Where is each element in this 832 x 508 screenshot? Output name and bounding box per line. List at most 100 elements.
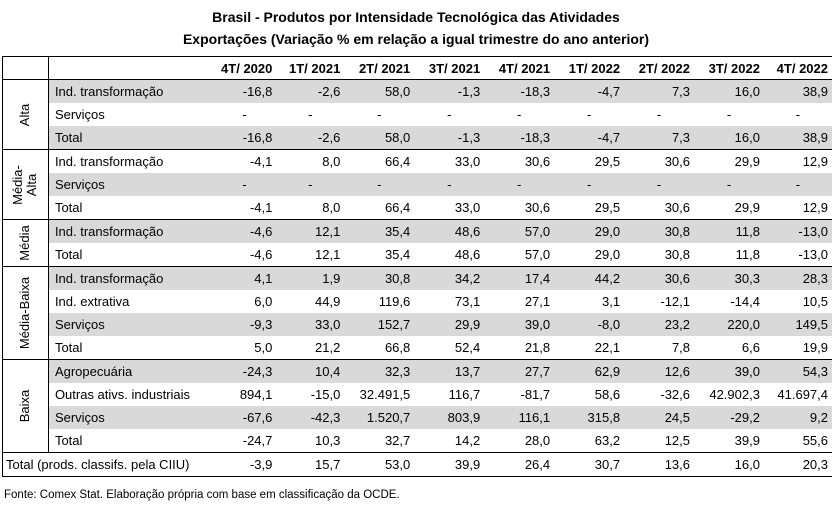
table-row: Baixa Agropecuária -24,3 10,4 32,3 13,7 27,7 62…	[2, 359, 832, 453]
value-cell: 30,8	[624, 219, 695, 243]
value-cell: 9,2	[763, 406, 832, 429]
table-body: Alta Ind. transformação -16,8 -2,6 58,0 -1,3-…	[2, 79, 832, 477]
table-row: Alta Ind. transformação -16,8 -2,6 58,0 -1,3-…	[2, 79, 832, 150]
value-cell: 6,0	[254, 294, 273, 309]
value-cell: 58,6	[594, 387, 621, 402]
value-cell: -16,8	[212, 126, 277, 150]
value-cell: -	[308, 107, 313, 122]
value-cell: 220,0	[694, 313, 764, 336]
value-cell: -4,7	[554, 79, 625, 103]
value-cell: -	[447, 107, 452, 122]
column-header: 2T/ 2021	[344, 56, 415, 80]
row-label: Agropecuária	[48, 359, 213, 383]
value-cell: -	[344, 173, 415, 196]
value-cell: 12,1	[276, 219, 345, 243]
value-cell: 66,4	[384, 154, 411, 169]
value-cell: -16,8	[212, 79, 277, 103]
group-label-cell: Baixa	[2, 359, 49, 453]
value-cell: -18,3	[484, 126, 555, 150]
value-cell: -13,0	[763, 243, 832, 267]
row-label: Total	[48, 336, 213, 360]
value-cell: -12,1	[660, 294, 691, 309]
value-cell: 41.697,4	[777, 387, 828, 402]
value-cell: 30,6	[484, 196, 555, 220]
value-cell: 30,6	[624, 196, 695, 220]
value-cell: -	[795, 107, 801, 122]
value-cell: 39,0	[484, 313, 555, 336]
value-cell: 7,3	[624, 126, 695, 150]
value-cell: -4,6	[212, 219, 277, 243]
source-note: Fonte: Comex Stat. Elaboração própria co…	[4, 489, 400, 501]
value-cell: 35,4	[344, 243, 415, 267]
table-row: Serviços -67,6 -42,3 1.520,7 803,9 116,1 315,8…	[3, 406, 832, 429]
value-cell: -67,6	[212, 406, 277, 429]
value-cell: 54,3	[763, 359, 832, 383]
value-cell: 29,9	[414, 313, 485, 336]
header-group-cell	[2, 56, 49, 80]
value-cell: 8,0	[322, 154, 341, 169]
value-cell: 116,1	[484, 406, 555, 429]
value-cell: -	[484, 173, 555, 196]
value-cell: 28,0	[484, 429, 555, 453]
value-cell: 119,6	[378, 294, 411, 309]
value-cell: 30,8	[344, 266, 415, 290]
value-cell: -	[763, 173, 832, 196]
value-cell: 12,9	[763, 196, 832, 220]
value-cell: -24,3	[212, 359, 277, 383]
value-cell: -42,3	[276, 406, 345, 429]
table-row: Total -16,8 -2,6 58,0 -1,3 -18,3 -4,7 7,3 16,0 38…	[3, 126, 832, 150]
value-cell: 66,4	[344, 196, 415, 220]
row-label: Ind. extrativa	[54, 294, 130, 309]
value-cell: 33,0	[454, 154, 481, 169]
value-cell: 30,3	[694, 266, 764, 290]
group-label: Média-Baixa	[17, 276, 33, 350]
grand-total-value: 53,0	[344, 452, 415, 477]
value-cell: 13,7	[414, 359, 485, 383]
row-label: Serviços	[48, 173, 213, 196]
value-cell: 116,7	[448, 387, 481, 402]
value-cell: 21,8	[484, 336, 555, 360]
value-cell: 66,8	[344, 336, 415, 360]
grand-total-value: 15,7	[276, 452, 345, 477]
value-cell: 21,2	[276, 336, 345, 360]
value-cell: 17,4	[484, 266, 555, 290]
value-cell: 30,6	[624, 266, 695, 290]
grand-total-value: 16,0	[694, 452, 764, 477]
value-cell: -18,3	[484, 79, 555, 103]
table-row: Ind. extrativa 6,0 44,9 119,6 73,1 27,1 3,1 -12…	[3, 290, 832, 313]
column-header: 3T/ 2022	[694, 56, 764, 80]
column-header: 1T/ 2022	[554, 56, 625, 80]
row-label: Total	[48, 196, 213, 220]
value-cell: 32,3	[344, 359, 415, 383]
value-cell: -	[276, 173, 345, 196]
group-label: Baixa	[17, 389, 33, 423]
grand-total-value: 13,6	[624, 452, 695, 477]
row-label: Total	[48, 126, 213, 150]
row-label: Serviços	[48, 313, 213, 336]
value-cell: 11,8	[694, 243, 764, 267]
table-row: Média Ind. transformação -4,6 12,1 35,4 48,6 5…	[2, 219, 832, 267]
group-label: Alta	[17, 103, 33, 126]
table-row: Total 5,0 21,2 66,8 52,4 21,8 22,1 7,8 6,6 19,9	[3, 336, 832, 360]
value-cell: 34,2	[414, 266, 485, 290]
grand-total-label: Total (prods. classifs. pela CIIU)	[2, 452, 213, 477]
value-cell: 12,6	[624, 359, 695, 383]
value-cell: 48,6	[414, 219, 485, 243]
group-label-cell: Média- Alta	[2, 149, 49, 220]
value-cell: -	[242, 107, 247, 122]
table-row: Serviços - - - - - - - - -	[3, 103, 832, 126]
table-row: Total -4,6 12,1 35,4 48,6 57,0 29,0 30,8 11,8 -13…	[3, 243, 832, 267]
row-label: Ind. transformação	[48, 266, 213, 290]
value-cell: 73,1	[454, 294, 481, 309]
table-row: Total -4,1 8,0 66,4 33,0 30,6 29,5 30,6 29,9 12,9	[3, 196, 832, 220]
header-label-cell	[48, 56, 213, 80]
value-cell: 38,9	[763, 79, 832, 103]
value-cell: 44,9	[315, 294, 341, 309]
value-cell: 35,4	[344, 219, 415, 243]
value-cell: -1,3	[414, 79, 485, 103]
value-cell: 22,1	[554, 336, 625, 360]
value-cell: -	[656, 107, 662, 122]
value-cell: 33,0	[414, 196, 485, 220]
value-cell: -	[517, 107, 522, 122]
value-cell: 803,9	[414, 406, 485, 429]
